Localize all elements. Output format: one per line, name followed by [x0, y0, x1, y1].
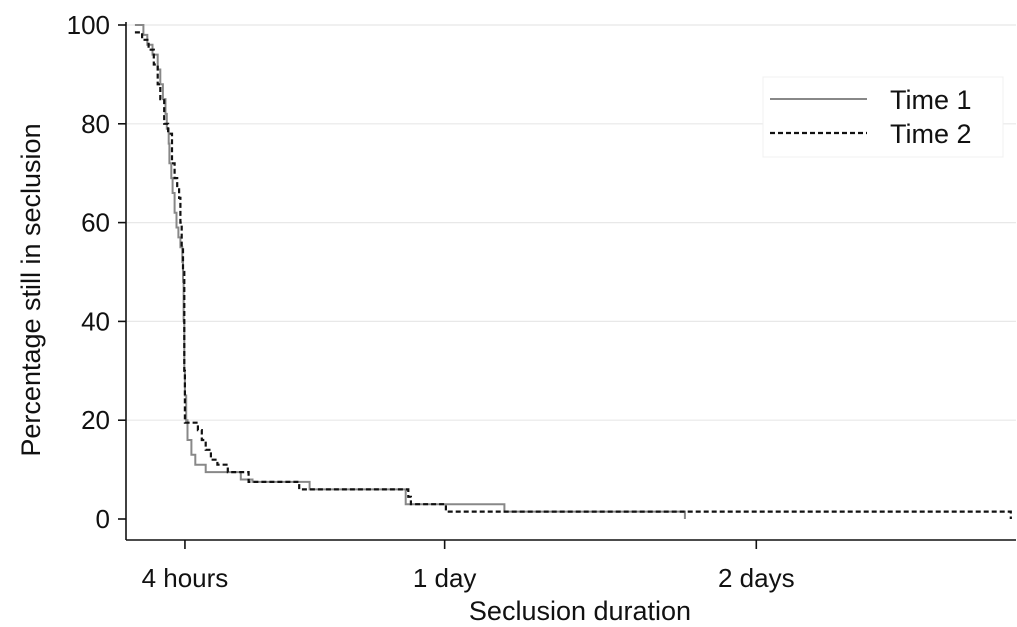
x-axis-title: Seclusion duration	[469, 596, 691, 626]
legend-label-time-2: Time 2	[890, 119, 972, 149]
y-tick-label: 100	[67, 10, 110, 40]
x-tick-label: 2 days	[718, 563, 795, 593]
tick-marks: 0 20 40 60 80 100 4 hours 1 day 2 days	[67, 10, 795, 593]
series-line-time-1	[134, 24, 686, 519]
series-lines	[134, 24, 1012, 519]
y-tick-label: 0	[96, 504, 110, 534]
series-line-time-2	[134, 31, 1012, 519]
x-tick-label: 4 hours	[142, 563, 229, 593]
y-tick-label: 60	[81, 208, 110, 238]
y-tick-label: 80	[81, 109, 110, 139]
legend-label-time-1: Time 1	[890, 85, 972, 115]
legend-box	[762, 76, 1004, 158]
legend: Time 1 Time 2	[762, 76, 1004, 158]
x-tick-label: 1 day	[413, 563, 477, 593]
axes	[125, 22, 1016, 541]
y-tick-label: 20	[81, 405, 110, 435]
y-axis-title: Percentage still in seclusion	[16, 123, 46, 456]
y-tick-label: 40	[81, 306, 110, 336]
